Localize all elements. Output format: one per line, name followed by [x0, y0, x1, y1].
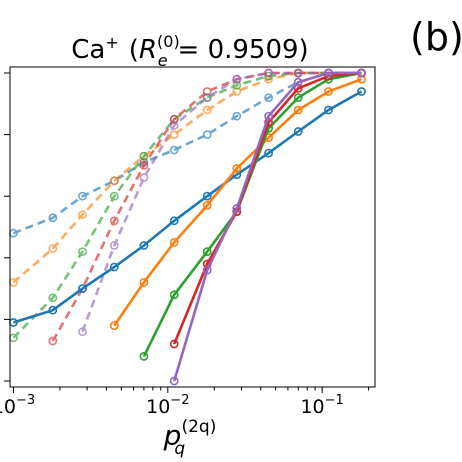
- series-2-point-2: [139, 277, 149, 287]
- series-6-point-2: [48, 213, 58, 223]
- series-1-point-10: [293, 127, 303, 136]
- series-8-point-9: [264, 71, 273, 81]
- series-1: [8, 87, 366, 327]
- x-axis-label: p(2q) q: [163, 417, 217, 459]
- series-6-point-8: [232, 111, 242, 121]
- series-10-point-3: [139, 173, 149, 183]
- x-axis-label-sup: (2q): [181, 417, 216, 437]
- series-1-point-11: [324, 105, 333, 115]
- x-axis-label-base: p: [163, 419, 182, 452]
- series-9-point-6: [202, 87, 212, 96]
- series-6-line: [12, 71, 362, 235]
- title-param-sup: (0): [157, 32, 180, 51]
- series-2-point-8: [324, 87, 333, 96]
- x-tick-label-1: 10−3: [0, 393, 35, 418]
- series-5-line: [172, 71, 362, 382]
- series-5-point-3: [232, 204, 242, 213]
- series-7-point-4: [109, 176, 119, 186]
- title-param: R: [139, 35, 157, 65]
- series-5-point-2: [202, 265, 212, 275]
- x-tick-label-3: 10−1: [300, 393, 343, 418]
- title-ion: Ca: [71, 35, 105, 65]
- series-1-point-3: [78, 284, 87, 293]
- series-4-point-5: [293, 84, 303, 93]
- series-3-point-3: [202, 247, 212, 256]
- series-10-point-6: [232, 74, 242, 84]
- x-axis-label-sub: q: [174, 439, 185, 459]
- series-7-point-3: [78, 210, 87, 220]
- series-9-point-3: [109, 216, 119, 226]
- series-1-line: [13, 90, 363, 324]
- series-1-point-5: [139, 241, 149, 250]
- series-8-point-2: [48, 293, 58, 303]
- series-8-point-3: [78, 247, 87, 256]
- series-1-point-2: [48, 305, 58, 315]
- series-3-point-1: [139, 351, 149, 361]
- series-2-point-1: [109, 321, 119, 330]
- series-2-point-3: [169, 237, 179, 247]
- series-9-point-1: [48, 336, 58, 346]
- series-8-point-5: [139, 151, 149, 161]
- series-1-point-6: [169, 216, 179, 226]
- series-10: [78, 68, 366, 337]
- series-8: [8, 68, 366, 343]
- series-4: [169, 68, 366, 349]
- series-7-point-2: [48, 244, 58, 253]
- series-9-point-5: [169, 114, 179, 124]
- series-2-point-9: [357, 74, 366, 84]
- series-9-point-4: [139, 160, 149, 170]
- series-8-point-8: [232, 80, 242, 90]
- x-tick-label-2: 10−2: [146, 393, 189, 418]
- title-param-sub: e: [158, 51, 168, 70]
- title-ion-charge: +: [105, 33, 118, 52]
- series-10-point-4: [169, 121, 179, 130]
- series-10-point-5: [202, 93, 212, 102]
- series-2-point-5: [232, 164, 242, 173]
- series-2: [109, 74, 366, 330]
- series-10-point-8: [293, 68, 303, 78]
- series-5-point-6: [324, 68, 333, 78]
- series-1-point-9: [264, 148, 273, 158]
- series-7-point-7: [202, 105, 212, 115]
- series-1-point-12: [357, 87, 366, 96]
- series-10-point-7: [264, 68, 273, 78]
- series-6-point-3: [78, 191, 87, 201]
- series-3-point-2: [169, 290, 179, 300]
- series-6-point-7: [202, 130, 212, 139]
- chart-title: Ca+ (R(0) e = 0.9509): [71, 32, 308, 70]
- series-5-point-1: [169, 376, 179, 386]
- series-10-point-2: [109, 241, 119, 250]
- series-5-point-7: [357, 68, 366, 78]
- series-10-line: [81, 71, 362, 333]
- series-9-line: [51, 71, 362, 342]
- series-7-point-8: [232, 87, 242, 96]
- series-1-point-7: [202, 191, 212, 201]
- series-8-point-4: [109, 191, 119, 201]
- title-value: = 0.9509): [178, 35, 309, 65]
- series-4-point-1: [169, 339, 179, 349]
- series-8-line: [12, 71, 362, 339]
- series-5-point-5: [293, 77, 303, 87]
- series-7-point-6: [169, 130, 179, 139]
- plot-frame: [9, 66, 376, 388]
- series-2-line: [113, 77, 362, 327]
- series-1-point-4: [109, 262, 119, 272]
- series-10-point-1: [78, 327, 87, 337]
- panel-label: (b): [410, 15, 462, 59]
- series-2-point-4: [202, 200, 212, 210]
- series-6-point-9: [264, 93, 273, 102]
- series-2-point-7: [293, 105, 303, 115]
- series-6-point-6: [169, 145, 179, 155]
- series-3-point-6: [293, 93, 303, 102]
- series-5-point-4: [264, 111, 273, 121]
- series-5: [169, 68, 366, 386]
